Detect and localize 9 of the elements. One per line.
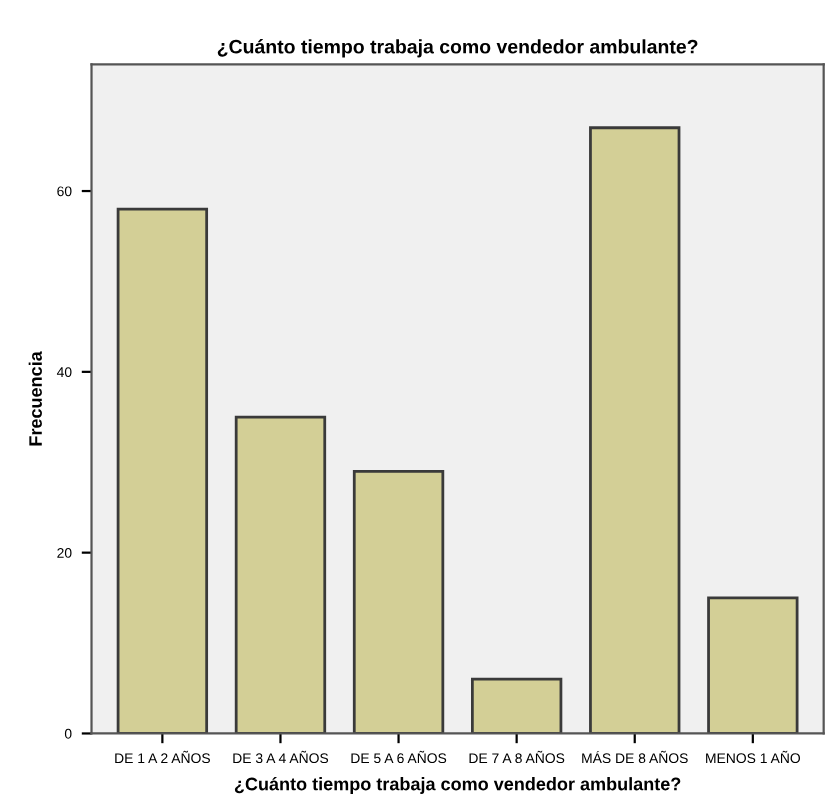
bar <box>470 677 563 734</box>
bar <box>707 596 799 734</box>
bar <box>589 126 681 734</box>
x-axis-title: ¿Cuánto tiempo trabaja como vendedor ambulante? <box>234 776 681 794</box>
bar <box>234 415 327 734</box>
chart-title: ¿Cuánto tiempo trabaja como vendedor ambulante? <box>217 39 698 58</box>
y-axis-title: Frecuencia <box>28 351 42 446</box>
bar <box>352 469 445 734</box>
bar <box>116 207 209 734</box>
